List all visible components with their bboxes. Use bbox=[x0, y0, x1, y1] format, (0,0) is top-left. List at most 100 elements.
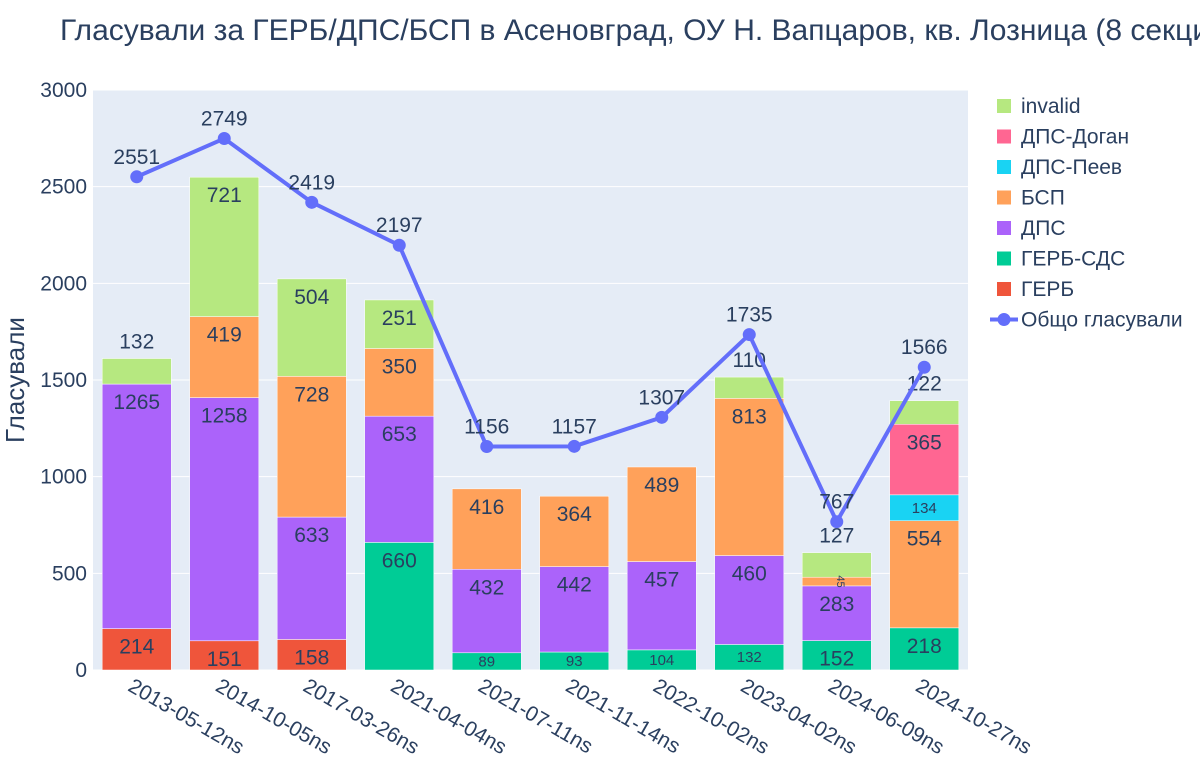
legend-swatch bbox=[997, 160, 1011, 174]
total-line-point bbox=[655, 410, 669, 424]
bar-segment bbox=[189, 397, 260, 642]
y-tick-label: 1500 bbox=[40, 369, 87, 392]
legend-item[interactable]: ГЕРБ-СДС bbox=[997, 248, 1125, 271]
bar-segment bbox=[276, 278, 347, 377]
total-line-label: 2419 bbox=[288, 171, 335, 194]
total-line-label: 1156 bbox=[464, 416, 509, 439]
total-line-label: 2551 bbox=[113, 146, 160, 169]
total-line-point bbox=[392, 238, 406, 252]
legend-item[interactable]: БСП bbox=[997, 187, 1065, 210]
legend-label: ГЕРБ-СДС bbox=[1021, 248, 1125, 271]
bar-value-label: 721 bbox=[207, 184, 242, 207]
bar-value-label: 442 bbox=[557, 574, 592, 597]
bar-value-label: 214 bbox=[119, 636, 154, 659]
legend-swatch bbox=[997, 190, 1011, 205]
bar-value-label: 350 bbox=[382, 355, 417, 378]
bar-value-label: 813 bbox=[732, 405, 767, 428]
total-line-label: 1307 bbox=[638, 386, 685, 409]
y-tick-label: 3000 bbox=[40, 79, 87, 102]
legend-swatch bbox=[997, 129, 1011, 144]
total-line-point bbox=[567, 439, 581, 453]
bar-value-label: 283 bbox=[819, 593, 854, 616]
bar-segment bbox=[364, 542, 435, 671]
bar-value-label: 728 bbox=[294, 383, 329, 406]
bar-value-label: 489 bbox=[644, 474, 679, 497]
total-line: 2551 2749 2419 2197 1156 1157 1307 1735 767 1566 bbox=[113, 108, 948, 529]
total-line-point bbox=[480, 440, 494, 454]
legend-item[interactable]: ДПС-Доган bbox=[997, 126, 1129, 149]
y-axis-title: Гласували bbox=[0, 317, 30, 443]
bar-labels: 214 151 158 660 89 93 104 132 152 218 1265 1258 633 6… bbox=[113, 184, 942, 671]
bar-value-label: 365 bbox=[907, 431, 942, 454]
x-axis-ticks: 2013-05-12ns2014-10-05ns2017-03-26ns2021… bbox=[124, 674, 1035, 759]
legend-item[interactable]: ГЕРБ bbox=[997, 278, 1074, 301]
y-axis-ticks: 0 500 1000 1500 2000 2500 3000 bbox=[40, 79, 87, 682]
legend-label: БСП bbox=[1021, 187, 1065, 210]
legend[interactable]: invalid ДПС-Доган ДПС-Пеев БСП ДПС ГЕРБ-СДС ГЕ… bbox=[990, 95, 1183, 332]
bar-segment bbox=[451, 569, 522, 654]
bars bbox=[101, 176, 960, 671]
bar-segment bbox=[626, 561, 697, 651]
legend-swatch bbox=[997, 99, 1011, 113]
bar-value-label: 122 bbox=[907, 373, 942, 396]
legend-label: Общо гласували bbox=[1021, 309, 1183, 332]
y-tick-label: 0 bbox=[75, 659, 87, 682]
bar-segment bbox=[364, 299, 435, 349]
bar-value-label: 633 bbox=[294, 524, 329, 547]
bar-segment bbox=[101, 358, 172, 385]
total-line-point bbox=[830, 515, 844, 529]
bar-value-label: 653 bbox=[382, 423, 417, 446]
legend-item[interactable]: ДПС bbox=[997, 217, 1065, 240]
bar-value-label: 554 bbox=[907, 528, 942, 551]
bar-segment bbox=[714, 555, 785, 645]
bar-value-label: 1265 bbox=[113, 391, 160, 414]
total-line-point bbox=[305, 195, 319, 209]
legend-item[interactable]: ДПС-Пеев bbox=[997, 156, 1122, 179]
bar-segment bbox=[801, 640, 872, 671]
legend-label: invalid bbox=[1021, 95, 1081, 118]
total-line-label: 1735 bbox=[726, 304, 773, 327]
total-line-point bbox=[917, 360, 931, 374]
bar-value-label: 152 bbox=[819, 648, 854, 671]
bar-segment bbox=[714, 398, 785, 556]
bar-value-label: 660 bbox=[382, 549, 417, 572]
bar-value-label: 416 bbox=[469, 496, 504, 519]
bar-value-label: 93 bbox=[566, 653, 583, 670]
bar-value-label: 104 bbox=[649, 652, 674, 669]
bar-segment bbox=[364, 348, 435, 417]
total-line-path bbox=[135, 136, 926, 527]
bar-value-label: 460 bbox=[732, 563, 767, 586]
bar-segment bbox=[889, 627, 960, 671]
legend-label: ДПС-Доган bbox=[1021, 126, 1129, 149]
legend-swatch bbox=[997, 282, 1011, 296]
bar-value-label: 457 bbox=[644, 569, 679, 592]
bar-segment bbox=[626, 466, 697, 562]
bar-value-label: 1258 bbox=[201, 405, 248, 428]
legend-label: ДПС bbox=[1021, 217, 1065, 240]
y-tick-label: 2500 bbox=[40, 176, 87, 199]
bar-segment bbox=[189, 176, 260, 317]
bar-segment bbox=[189, 316, 260, 398]
bar-segment bbox=[801, 585, 872, 641]
legend-swatch bbox=[997, 251, 1011, 266]
bar-value-label: 151 bbox=[207, 648, 242, 671]
total-line-label: 1566 bbox=[901, 336, 948, 359]
total-line-point bbox=[217, 132, 231, 146]
bar-segment bbox=[889, 400, 960, 425]
legend-item[interactable]: Общо гласували bbox=[990, 309, 1183, 332]
bar-value-label: 158 bbox=[294, 646, 329, 669]
bar-segment bbox=[889, 424, 960, 496]
y-tick-label: 1000 bbox=[40, 466, 87, 489]
legend-item[interactable]: invalid bbox=[997, 95, 1081, 118]
bar-segment bbox=[889, 520, 960, 629]
bar-segment bbox=[539, 495, 610, 567]
legend-label: ДПС-Пеев bbox=[1021, 156, 1122, 179]
legend-label: ГЕРБ bbox=[1021, 278, 1074, 301]
bar-segment bbox=[364, 415, 435, 543]
bar-value-label: 45 bbox=[834, 575, 846, 587]
bar-segment bbox=[276, 639, 347, 671]
bar-value-label: 504 bbox=[294, 286, 329, 309]
bar-value-label: 132 bbox=[119, 331, 154, 354]
bar-segment bbox=[714, 644, 785, 671]
